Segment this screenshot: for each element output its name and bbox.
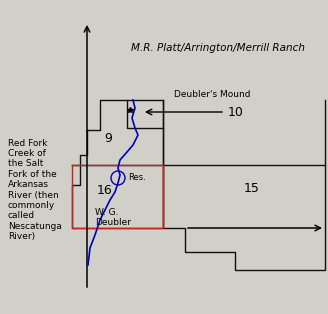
- Text: 9: 9: [104, 132, 112, 144]
- Text: M.R. Platt/Arrington/Merrill Ranch: M.R. Platt/Arrington/Merrill Ranch: [131, 43, 305, 53]
- Text: 10: 10: [228, 106, 244, 118]
- Text: 15: 15: [244, 181, 260, 194]
- Text: Red Fork
Creek of
the Salt
Fork of the
Arkansas
River (then
commonly
called
Nesc: Red Fork Creek of the Salt Fork of the A…: [8, 139, 62, 241]
- Text: Deubler's Mound: Deubler's Mound: [174, 90, 251, 99]
- Text: W. G.
Deubler: W. G. Deubler: [95, 208, 131, 227]
- Text: 16: 16: [97, 183, 113, 197]
- Text: Res.: Res.: [128, 174, 146, 182]
